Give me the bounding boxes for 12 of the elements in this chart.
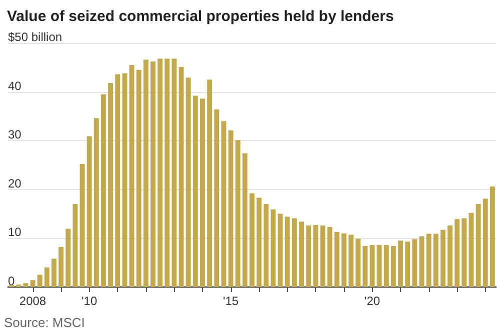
y-tick-label: 20 bbox=[8, 176, 22, 190]
source-note: Source: MSCI bbox=[4, 315, 85, 330]
y-tick-label: $50 billion bbox=[8, 30, 62, 44]
x-tick-label: '10 bbox=[82, 294, 98, 308]
x-tick-label: '15 bbox=[222, 294, 239, 308]
y-tick-label: 0 bbox=[8, 274, 15, 288]
x-tick-label: 2008 bbox=[19, 294, 46, 308]
x-tick-label: '20 bbox=[364, 294, 380, 308]
chart-title: Value of seized commercial properties held by lenders bbox=[7, 8, 394, 25]
y-tick-label: 30 bbox=[8, 128, 22, 142]
y-tick-label: 10 bbox=[8, 225, 22, 240]
y-tick-label: 40 bbox=[8, 78, 22, 93]
